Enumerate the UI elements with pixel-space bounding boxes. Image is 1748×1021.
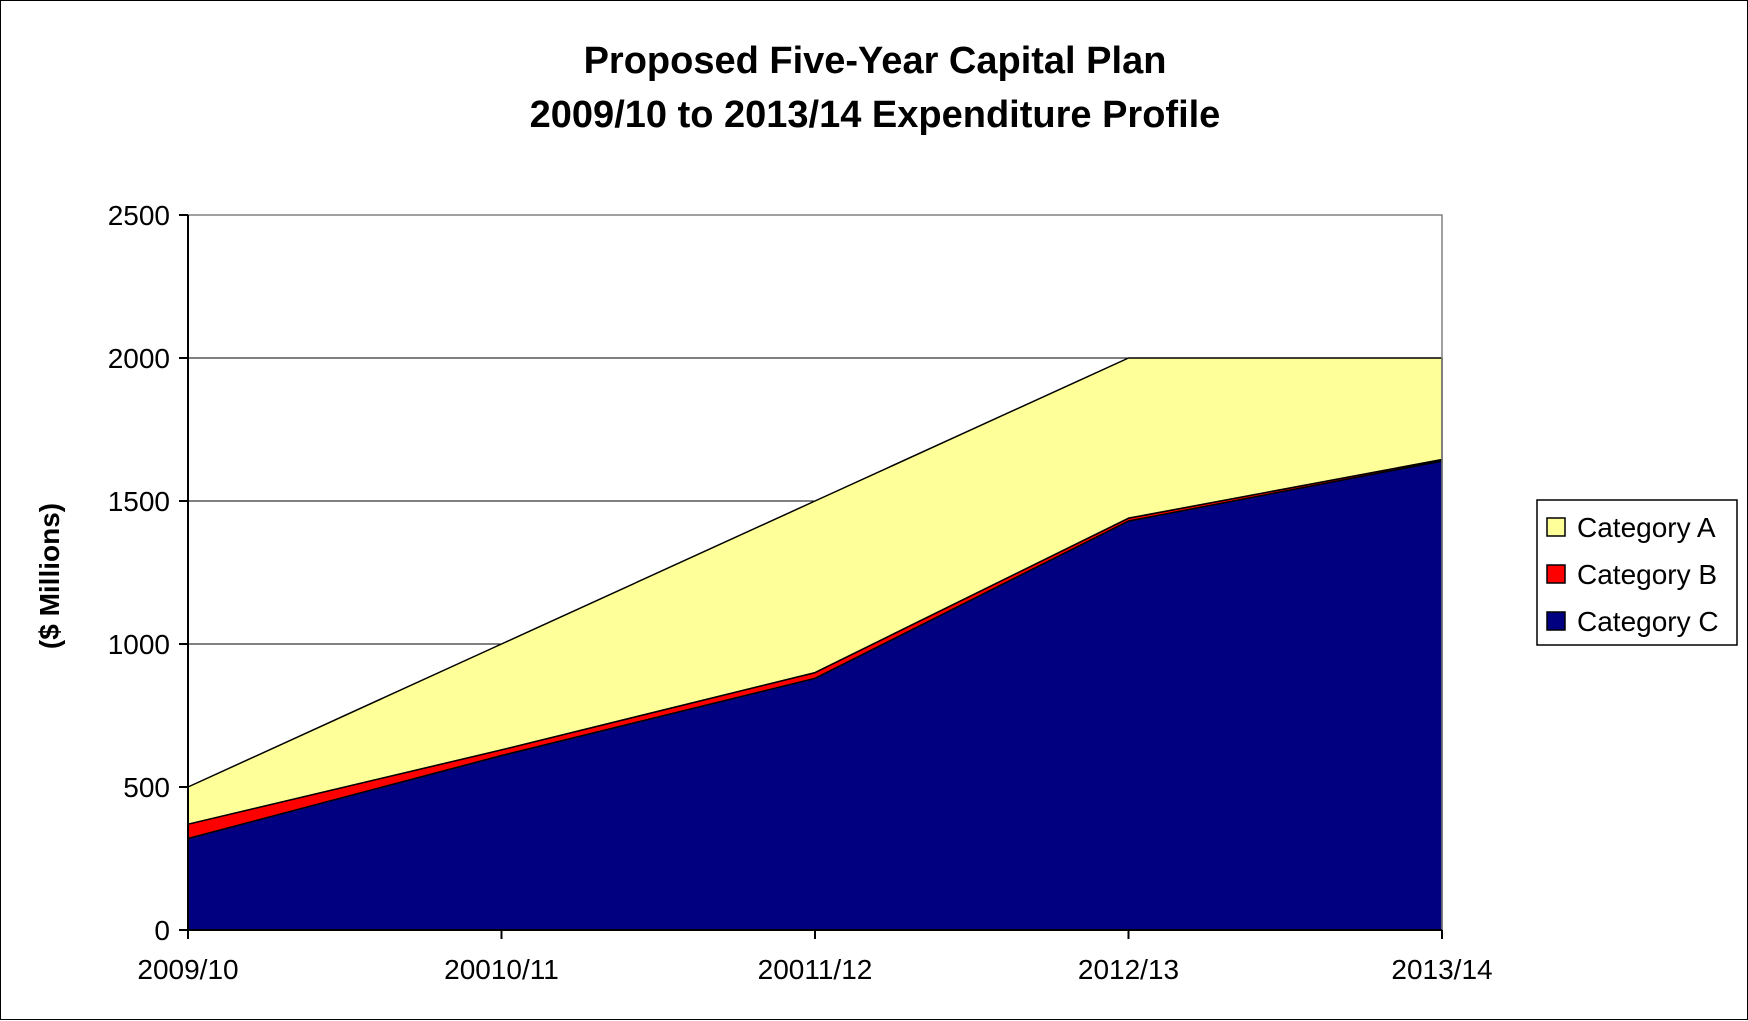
legend-swatch-category-c (1546, 611, 1566, 631)
x-tick-label: 2009/10 (137, 954, 238, 985)
legend-label-category-c: Category C (1577, 606, 1719, 637)
legend-swatch-category-b (1546, 564, 1566, 584)
y-tick-labels: 0 500 1000 1500 2000 2500 (108, 200, 170, 946)
area-series (187, 357, 1443, 931)
legend-swatch-category-a (1546, 517, 1566, 537)
chart-title: Proposed Five-Year Capital Plan (584, 40, 1167, 82)
y-axis-title: ($ Millions) (34, 503, 65, 649)
legend-label-category-b: Category B (1577, 559, 1717, 590)
x-tick-label: 20011/12 (758, 954, 873, 985)
x-tick-label: 2013/14 (1391, 954, 1492, 985)
y-tick-label: 500 (123, 772, 170, 803)
legend: Category A Category B Category C (1536, 499, 1738, 646)
y-tick-label: 1500 (108, 486, 170, 517)
y-tick-label: 1000 (108, 629, 170, 660)
legend-box (1536, 499, 1738, 646)
y-tick-label: 2000 (108, 343, 170, 374)
y-tick-label: 2500 (108, 200, 170, 231)
y-tick-label: 0 (154, 915, 170, 946)
x-tick-label: 20010/11 (444, 954, 559, 985)
x-tick-label: 2012/13 (1078, 954, 1179, 985)
axes (179, 214, 1443, 939)
x-tick-labels: 2009/10 20010/11 20011/12 2012/13 2013/14 (137, 954, 1492, 985)
legend-label-category-a: Category A (1577, 512, 1716, 543)
chart-subtitle: 2009/10 to 2013/14 Expenditure Profile (530, 94, 1221, 136)
